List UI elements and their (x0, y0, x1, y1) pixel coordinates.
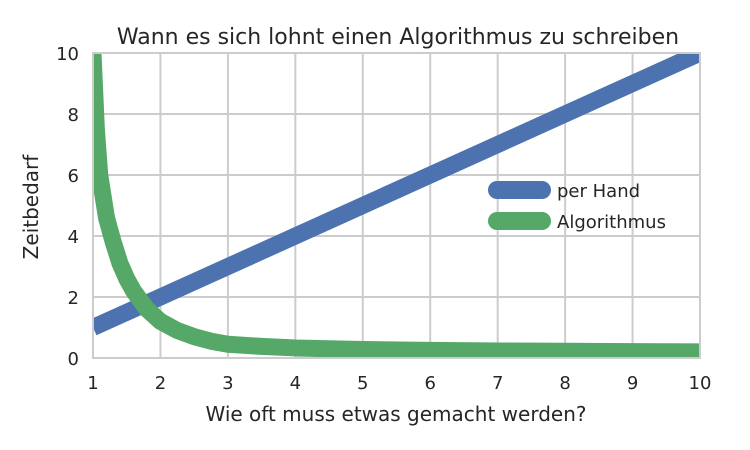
x-tick-label: 3 (222, 373, 233, 394)
x-tick-label: 9 (627, 373, 638, 394)
legend-label-per-hand: per Hand (557, 181, 640, 202)
plot-lines (93, 53, 700, 358)
y-tick-label: 2 (68, 288, 79, 309)
legend: per Hand Algorithmus (488, 181, 666, 233)
x-tick-label: 7 (492, 373, 503, 394)
y-axis-label: Zeitbedarf (19, 154, 43, 260)
legend-label-algorithmus: Algorithmus (557, 212, 666, 233)
x-tick-label: 6 (424, 373, 435, 394)
x-axis-label: Wie oft muss etwas gemacht werden? (205, 402, 586, 426)
y-tick-label: 4 (68, 227, 79, 248)
x-tick-label: 5 (357, 373, 368, 394)
y-tick-label: 8 (68, 105, 79, 126)
series-line-algorithmus (93, 53, 700, 358)
x-tick-label: 1 (87, 373, 98, 394)
x-tick-label: 2 (155, 373, 166, 394)
x-tick-label: 4 (290, 373, 301, 394)
x-tick-label: 10 (689, 373, 712, 394)
y-tick-label: 6 (68, 166, 79, 187)
chart-title: Wann es sich lohnt einen Algorithmus zu … (117, 25, 679, 50)
y-tick-label: 0 (68, 349, 79, 370)
tick-labels: 1 2 3 4 5 6 7 8 9 10 0 2 4 6 8 10 (56, 44, 711, 394)
plot-frame (92, 52, 701, 359)
y-tick-label: 10 (56, 44, 79, 65)
x-tick-label: 8 (559, 373, 570, 394)
series-line-per-hand (93, 53, 700, 336)
